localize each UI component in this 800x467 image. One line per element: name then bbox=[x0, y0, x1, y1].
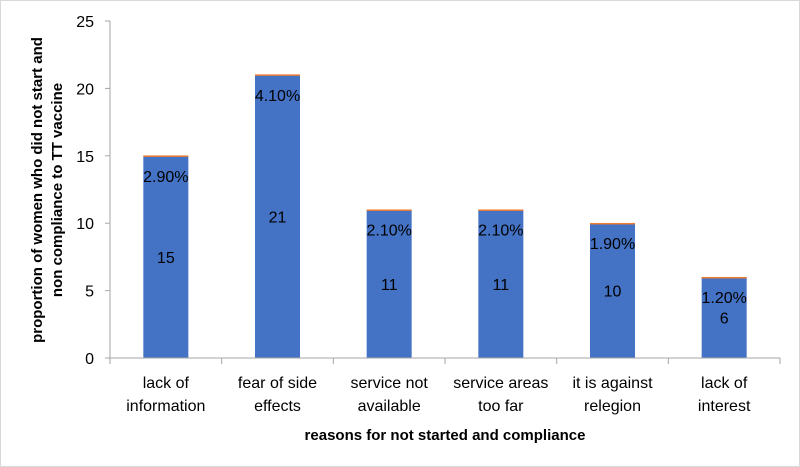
data-labels: 15 2.90% 21 4.10% 11 2.10% 11 2.10% 10 1.90% 6 1.20… bbox=[143, 88, 747, 328]
data-label: 21 bbox=[269, 209, 287, 226]
bar-segment bbox=[366, 209, 412, 211]
x-tick-label: service areas too far bbox=[453, 375, 548, 415]
x-axis: lack of information fear of side effects ser… bbox=[109, 357, 781, 415]
bar-segment bbox=[255, 74, 300, 76]
x-tick-label: fear of side effects bbox=[238, 375, 317, 415]
bar bbox=[701, 277, 747, 358]
data-label: 6 bbox=[720, 311, 729, 328]
bar-segment bbox=[478, 209, 524, 211]
x-tick-label: lack of information bbox=[126, 375, 205, 415]
data-label: 10 bbox=[604, 284, 622, 301]
bar-segment bbox=[701, 276, 747, 279]
data-label: 2.10% bbox=[366, 223, 411, 240]
y-tick-label: 0 bbox=[85, 351, 94, 368]
x-tick-label: it is against relegion bbox=[572, 375, 653, 415]
y-tick-label: 10 bbox=[76, 216, 94, 233]
bar-segment bbox=[590, 222, 635, 225]
bar bbox=[143, 155, 189, 358]
data-label: 2.90% bbox=[143, 169, 188, 186]
y-tick-label: 15 bbox=[76, 149, 94, 166]
data-label: 1.90% bbox=[590, 236, 635, 253]
bar bbox=[478, 209, 524, 358]
y-axis: 0 5 10 15 20 25 bbox=[76, 14, 111, 368]
data-label: 2.10% bbox=[478, 223, 523, 240]
bars bbox=[143, 74, 747, 359]
y-axis-title: proportion of women who did not start an… bbox=[29, 37, 66, 343]
bar bbox=[590, 223, 635, 358]
bar bbox=[255, 74, 300, 359]
x-axis-title: reasons for not started and compliance bbox=[305, 427, 586, 444]
data-label: 1.20% bbox=[701, 290, 746, 307]
data-label: 15 bbox=[157, 250, 175, 267]
data-label: 11 bbox=[493, 277, 510, 294]
x-tick-label: service not available bbox=[350, 375, 428, 415]
data-label: 11 bbox=[381, 277, 398, 294]
bar-segment bbox=[143, 155, 189, 157]
x-tick-label: lack of interest bbox=[698, 375, 751, 415]
bar bbox=[366, 209, 412, 358]
y-axis-title-text: proportion of women who did not start an… bbox=[29, 37, 66, 343]
y-tick-label: 5 bbox=[85, 284, 94, 301]
data-label: 4.10% bbox=[255, 88, 300, 105]
y-tick-label: 25 bbox=[76, 14, 94, 31]
y-tick-label: 20 bbox=[76, 81, 94, 98]
